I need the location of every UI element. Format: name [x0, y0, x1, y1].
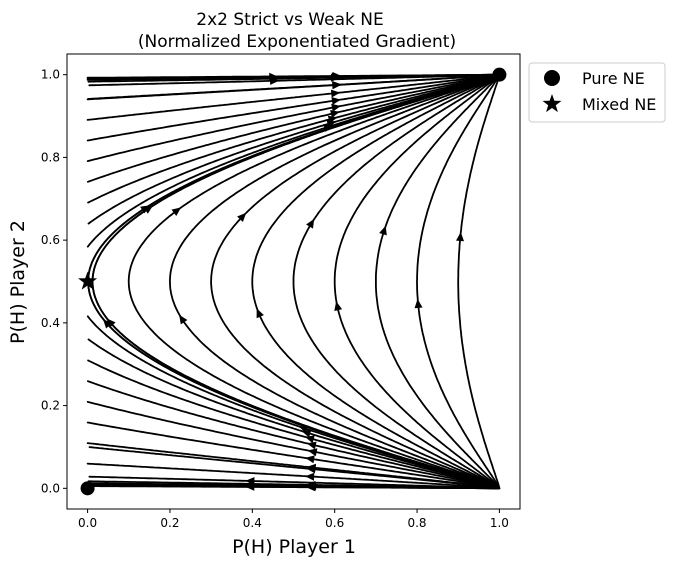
- x-tick-label: 0.2: [160, 516, 179, 530]
- y-tick-label: 1.0: [41, 68, 60, 82]
- stream-arrow: [327, 115, 338, 124]
- legend-box: [528, 62, 666, 123]
- y-axis-label: P(H) Player 2: [7, 220, 29, 344]
- stream-arrow: [307, 448, 318, 457]
- streamline: [87, 75, 497, 204]
- stream-arrow: [237, 212, 247, 222]
- stream-arrow: [245, 477, 255, 486]
- streamline: [88, 475, 501, 490]
- legend-pure-ne-label: Pure NE: [582, 69, 645, 88]
- streamline: [457, 76, 500, 488]
- streamline: [87, 74, 498, 183]
- stream-arrow: [305, 472, 315, 481]
- stream-arrow: [331, 103, 341, 112]
- x-axis-label: P(H) Player 1: [232, 536, 356, 558]
- stream-arrow: [456, 232, 464, 242]
- streamline: [86, 74, 497, 121]
- streamline: [333, 76, 500, 488]
- stream-arrow: [326, 120, 337, 128]
- stream-arrow: [331, 97, 341, 105]
- x-tick-label: 0.4: [243, 516, 262, 530]
- stream-arrow: [306, 218, 315, 229]
- y-tick-label: 0.2: [41, 399, 60, 413]
- equilibrium-markers: [78, 67, 507, 496]
- streamline: [87, 73, 499, 100]
- streamline: [86, 74, 498, 248]
- stream-arrow: [332, 81, 342, 89]
- streamline: [88, 73, 498, 87]
- y-tick-label: 0.0: [41, 481, 60, 495]
- mixed-ne-point: [78, 271, 98, 290]
- streamline: [168, 75, 500, 489]
- stream-arrow: [256, 308, 264, 319]
- y-tick-label: 0.6: [41, 233, 60, 247]
- stream-arrow: [330, 89, 341, 98]
- stream-arrow: [305, 455, 315, 464]
- x-tick-label: 0.8: [407, 516, 426, 530]
- streamline: [87, 380, 500, 490]
- streamline: [86, 74, 499, 142]
- streamlines: [86, 72, 501, 492]
- streamline: [210, 75, 500, 489]
- streamline: [292, 75, 499, 489]
- legend-mixed-ne-marker: [542, 94, 562, 113]
- streamline: [127, 74, 501, 490]
- streamline: [87, 359, 500, 489]
- stream-arrow: [306, 465, 316, 474]
- streamline: [86, 401, 500, 489]
- stream-arrow: [301, 429, 312, 438]
- streamline: [87, 75, 497, 225]
- legend-mixed-ne-label: Mixed NE: [582, 95, 656, 114]
- x-tick-label: 0.6: [325, 516, 344, 530]
- streamline: [86, 315, 500, 489]
- x-tick-label: 1.0: [490, 516, 509, 530]
- streamline: [86, 421, 499, 489]
- streamline: [87, 338, 500, 489]
- stream-arrow: [414, 298, 423, 309]
- stream-arrow: [334, 301, 343, 311]
- y-tick-label: 0.4: [41, 316, 60, 330]
- stream-arrow: [270, 76, 280, 85]
- streamline: [86, 74, 498, 162]
- legend-pure-ne-marker: [544, 70, 560, 86]
- stream-arrow: [103, 319, 112, 329]
- stream-arrow: [330, 110, 340, 118]
- stream-arrow: [379, 225, 387, 236]
- y-axis-ticks: 0.0 0.2 0.4 0.6 0.8 1.0: [41, 68, 67, 495]
- pure-ne-point: [80, 481, 95, 496]
- y-tick-label: 0.8: [41, 150, 60, 164]
- streamline: [88, 446, 499, 489]
- stream-arrow: [171, 207, 182, 216]
- x-tick-label: 0.0: [78, 516, 97, 530]
- pure-ne-point: [492, 67, 507, 82]
- streamline: [87, 480, 500, 490]
- stream-arrow: [305, 435, 315, 444]
- x-axis-ticks: 0.0 0.2 0.4 0.6 0.8 1.0: [78, 509, 509, 530]
- streamline: [416, 76, 500, 489]
- stream-arrow: [179, 314, 188, 325]
- streamline: [375, 75, 501, 490]
- stream-arrow: [306, 441, 317, 450]
- streamline: [251, 75, 499, 489]
- streamline: [86, 462, 498, 489]
- chart-subtitle: (Normalized Exponentiated Gradient): [138, 32, 456, 52]
- plot-frame: [66, 53, 521, 510]
- legend: Pure NE Mixed NE: [528, 62, 666, 123]
- chart-title: 2x2 Strict vs Weak NE: [196, 10, 383, 30]
